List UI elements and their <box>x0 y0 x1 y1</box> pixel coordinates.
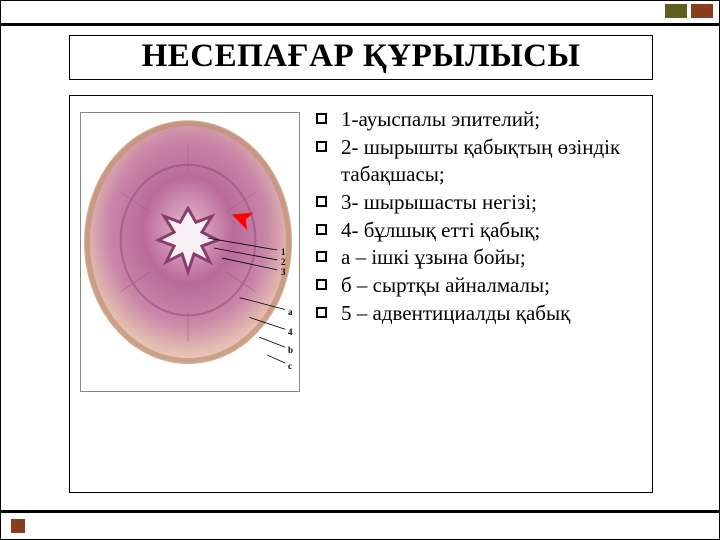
list-item: 2- шырышты қабықтың өзіндік табақшасы; <box>314 134 646 188</box>
slide: НЕСЕПАҒАР ҚҰРЫЛЫСЫ <box>0 0 720 540</box>
item-text: 4- бұлшық етті қабық; <box>341 217 646 244</box>
image-column: ➤ 1 2 3 a 4 b c <box>70 96 310 492</box>
img-label-4: 4 <box>288 327 293 337</box>
list-item: а – ішкі ұзына бойы; <box>314 244 646 271</box>
img-label-a: a <box>288 307 293 317</box>
bullet-icon <box>316 196 327 207</box>
item-text: б – сыртқы айналмалы; <box>341 272 646 299</box>
item-text: 5 – адвентициалды қабық <box>341 300 646 327</box>
img-label-2: 2 <box>281 257 286 267</box>
item-text: 3- шырышасты негізі; <box>341 189 646 216</box>
histology-svg <box>81 113 299 391</box>
item-text: 2- шырышты қабықтың өзіндік табақшасы; <box>341 134 646 188</box>
bullet-icon <box>316 307 327 318</box>
decor-square-brown <box>691 4 713 18</box>
decor-square-olive <box>665 4 687 18</box>
bullet-icon <box>316 251 327 262</box>
list-item: 5 – адвентициалды қабық <box>314 300 646 327</box>
rule-top <box>1 23 719 26</box>
bullet-icon <box>316 141 327 152</box>
list-item: 1-ауыспалы эпителий; <box>314 106 646 133</box>
item-text: а – ішкі ұзына бойы; <box>341 244 646 271</box>
bullet-icon <box>316 113 327 124</box>
img-label-b: b <box>288 345 293 355</box>
slide-title: НЕСЕПАҒАР ҚҰРЫЛЫСЫ <box>80 38 642 75</box>
decor-top <box>659 1 719 21</box>
img-label-3: 3 <box>281 267 286 277</box>
item-text: 1-ауыспалы эпителий; <box>341 106 646 133</box>
img-label-c: c <box>288 361 292 371</box>
bullet-icon <box>316 224 327 235</box>
list-item: 4- бұлшық етті қабық; <box>314 217 646 244</box>
list-item: 3- шырышасты негізі; <box>314 189 646 216</box>
title-box: НЕСЕПАҒАР ҚҰРЫЛЫСЫ <box>69 35 653 80</box>
histology-image: ➤ 1 2 3 a 4 b c <box>80 112 300 392</box>
bullet-icon <box>316 279 327 290</box>
decor-square-bottom <box>11 519 25 533</box>
content-box: ➤ 1 2 3 a 4 b c 1-ауыспалы эпителий; 2- … <box>69 95 653 493</box>
list-item: б – сыртқы айналмалы; <box>314 272 646 299</box>
img-label-1: 1 <box>281 247 286 257</box>
text-column: 1-ауыспалы эпителий; 2- шырышты қабықтың… <box>310 96 652 492</box>
rule-bottom <box>1 510 719 513</box>
legend-list: 1-ауыспалы эпителий; 2- шырышты қабықтың… <box>314 106 646 327</box>
